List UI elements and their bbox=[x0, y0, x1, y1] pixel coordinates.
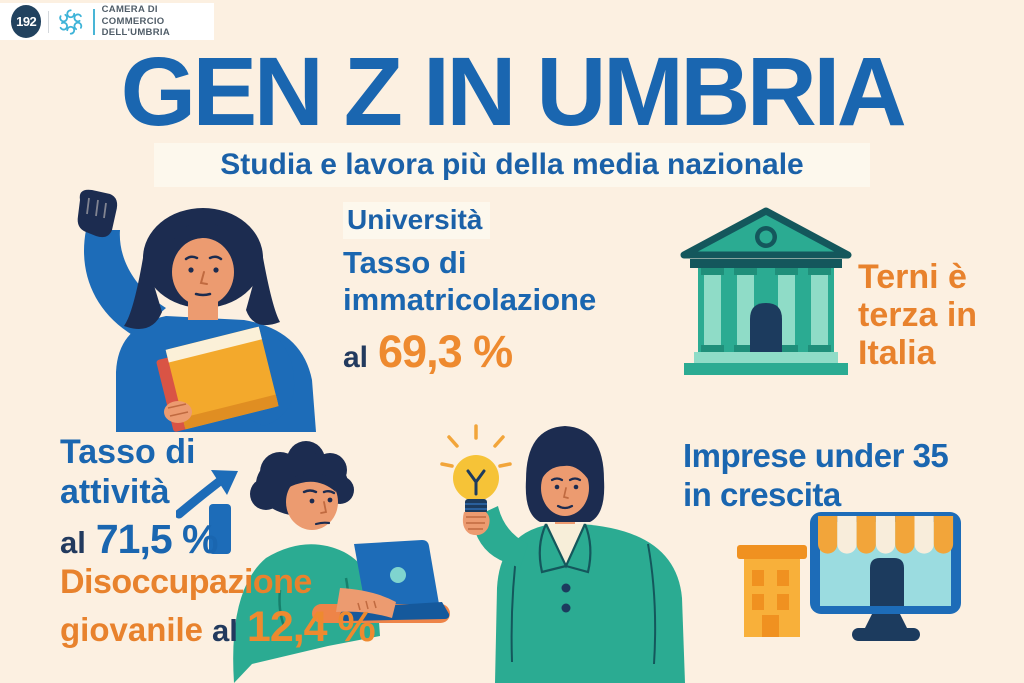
terni-line2: terza in bbox=[858, 296, 978, 334]
growth-arrow-icon bbox=[176, 470, 238, 554]
subtitle-band: Studia e lavora più della media nazional… bbox=[154, 143, 870, 187]
student-raised-fist-illustration bbox=[77, 189, 316, 432]
activity-value: 71,5 % bbox=[95, 516, 219, 562]
woman-lightbulb-illustration bbox=[440, 424, 685, 683]
university-stat-block: Università Tasso di immatricolazione al … bbox=[343, 202, 596, 378]
subtitle: Studia e lavora più della media nazional… bbox=[220, 148, 804, 181]
activity-value-prefix: al bbox=[60, 525, 86, 560]
chamber-emblem-icon bbox=[59, 8, 83, 35]
activity-stat-block: Tasso di attività al 71,5 % bbox=[60, 432, 219, 563]
business-line2: in crescita bbox=[683, 476, 841, 513]
unemployment-word: giovanile bbox=[60, 611, 204, 648]
business-line1: Imprese under 35 bbox=[683, 437, 949, 474]
book-icon bbox=[156, 326, 279, 432]
university-metric-line1: Tasso di bbox=[343, 245, 467, 280]
shop-awning bbox=[818, 516, 954, 554]
org-name-line2: DELL'UMBRIA bbox=[101, 27, 170, 39]
university-value-prefix: al bbox=[343, 341, 369, 374]
org-name-line1: CAMERA DI COMMERCIO bbox=[101, 4, 165, 27]
boy-laptop-illustration bbox=[233, 441, 450, 683]
terni-note: Terni è terza in Italia bbox=[858, 258, 977, 372]
logo-bar: 192 CAMERA DI COMMERCIO DELL'UMBRIA bbox=[0, 3, 214, 40]
logo-divider bbox=[48, 10, 50, 33]
terni-line3: Italia bbox=[858, 334, 936, 372]
lightbulb-icon bbox=[440, 424, 512, 514]
unemployment-line1: Disoccupazione bbox=[60, 563, 312, 601]
terni-line1: Terni è bbox=[858, 258, 967, 296]
unemployment-value-prefix: al bbox=[212, 613, 238, 648]
unemployment-value: 12,4 % bbox=[246, 603, 376, 651]
org-name: CAMERA DI COMMERCIO DELL'UMBRIA bbox=[102, 4, 214, 39]
online-shop-monitor-icon bbox=[810, 512, 961, 641]
activity-metric-line2: attività bbox=[60, 473, 170, 511]
page-title: GEN Z IN UMBRIA bbox=[120, 37, 907, 146]
logo-divider bbox=[92, 8, 95, 35]
logo-192-badge: 192 bbox=[11, 5, 42, 38]
university-value: 69,3 % bbox=[378, 326, 513, 377]
business-note: Imprese under 35 in crescita bbox=[683, 436, 949, 514]
university-metric-line2: immatricolazione bbox=[343, 282, 597, 317]
office-building-icon bbox=[737, 545, 807, 637]
activity-metric-line1: Tasso di bbox=[60, 433, 196, 471]
university-temple-icon bbox=[680, 207, 852, 375]
unemployment-stat-block: Disoccupazione giovanile al 12,4 % bbox=[60, 563, 376, 652]
university-label: Università bbox=[343, 202, 491, 239]
